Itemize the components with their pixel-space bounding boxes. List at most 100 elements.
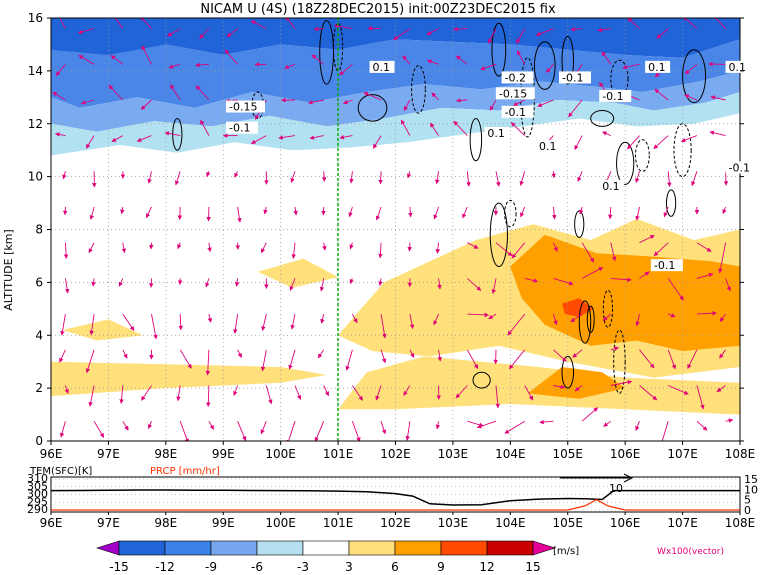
wind-vector [608, 206, 613, 220]
wind-vector [552, 206, 557, 220]
wind-vector [208, 420, 215, 430]
wind-vector [119, 385, 124, 404]
wind-vector [552, 242, 558, 252]
x-tick-label: 105E [553, 447, 584, 461]
wind-vector [151, 314, 158, 340]
colorbar-cell [164, 540, 212, 556]
wind-vector [378, 278, 383, 286]
contour-label-bg [599, 179, 625, 192]
colorbar-cell [256, 540, 304, 556]
wind-vector [581, 242, 595, 263]
colorbar-cell [348, 540, 396, 556]
wind-vector [372, 135, 382, 149]
wind-vector [495, 242, 513, 257]
wind-vector [488, 28, 497, 44]
wind-vector [696, 385, 705, 410]
wind-vector [179, 421, 189, 441]
contour-label-bg [501, 105, 534, 118]
wind-vector [260, 242, 267, 254]
wind-vector [59, 349, 66, 363]
wind-vector [433, 206, 440, 220]
colorbar-label: -15 [109, 560, 129, 574]
contour-23 [472, 371, 491, 389]
wind-vector [349, 171, 354, 184]
wind-vector [64, 278, 70, 294]
wind-vector [237, 349, 242, 358]
contour-label: -0.1 [505, 106, 526, 119]
wind-vector [577, 171, 583, 182]
wind-vector [251, 135, 267, 144]
wind-vector [696, 242, 712, 252]
wind-vector [507, 313, 526, 336]
wind-vector [308, 99, 324, 105]
ts-x-axis: 96E 97E 98E 99E 100E 101E 102E 103E 104E 105E 106E… [40, 512, 756, 530]
wind-vector [520, 206, 526, 218]
wind-vector [403, 385, 411, 396]
wind-vector [140, 99, 152, 110]
wind-vector [431, 92, 439, 101]
ts-x-tick-label: 101E [323, 516, 354, 530]
contour-label-bg [650, 259, 683, 272]
wind-vector [59, 18, 66, 29]
contour-label: -0.15 [499, 87, 527, 100]
wind-vector [233, 314, 239, 334]
wind-vector [378, 242, 383, 259]
wind-vector [516, 50, 526, 65]
colorbar: -15 -12 -9 -6 -3 3 6 9 12 15 [96, 540, 556, 574]
colorbar-unit: [m/s] [553, 546, 579, 557]
wind-vector [55, 132, 66, 137]
ts-x-tick-label: 104E [495, 516, 526, 530]
wind-vector [462, 206, 468, 219]
wind-vector [205, 278, 210, 288]
wind-vector [663, 206, 669, 218]
wind-vector [476, 420, 497, 429]
y-tick-label: 0 [35, 434, 43, 448]
contour-labels: -0.15-0.10.1-0.2-0.15-0.10.1-0.1-0.10.10… [225, 60, 758, 272]
wind-vector [120, 206, 125, 215]
wind-vector [323, 385, 330, 397]
ts-x-tick-label: 102E [380, 516, 411, 530]
contour-label: -0.1 [602, 90, 623, 103]
ts-right-tick-label: 15 [744, 473, 758, 486]
wind-vector [684, 94, 698, 101]
legend-temp: TEM(SFC)[K] [29, 466, 92, 477]
wind-vector [488, 313, 497, 320]
wind-vector [467, 242, 479, 249]
wind-vector [635, 206, 640, 221]
wind-vector [603, 420, 612, 427]
wind-vector [437, 278, 442, 290]
wind-vector [433, 313, 440, 326]
wind-vector [226, 28, 238, 38]
contour-label-bg [369, 60, 395, 73]
wind-vector [136, 135, 152, 142]
wind-vector [408, 206, 413, 218]
wind-vector [320, 313, 325, 324]
wind-vector [141, 45, 152, 65]
wind-vector [552, 313, 558, 326]
ts-x-tick-label: 108E [725, 516, 756, 530]
wind-vector [635, 171, 640, 183]
wind-vector [290, 314, 296, 330]
wind-vector [429, 122, 439, 136]
ts-left-tick-label: 300 [27, 488, 48, 501]
wind-vector [712, 18, 726, 29]
wind-vector [455, 385, 468, 399]
contour-6 [491, 22, 507, 77]
wind-vector [696, 310, 717, 316]
wind-vector [725, 418, 734, 423]
wind-vector [314, 421, 325, 441]
wind-vector [122, 349, 128, 359]
contour-20 [578, 300, 592, 344]
contour-19 [504, 199, 517, 228]
contour-label: 0.1 [648, 61, 666, 74]
wind-vector [453, 120, 468, 136]
wind-vector [121, 242, 127, 254]
wind-vector [516, 28, 526, 44]
contour-label-bg [225, 100, 265, 113]
wind-vector [639, 349, 655, 369]
wind-vector [167, 28, 181, 37]
wind-vector [491, 278, 497, 295]
wind-vector [375, 385, 382, 401]
wind-vector [352, 385, 363, 401]
